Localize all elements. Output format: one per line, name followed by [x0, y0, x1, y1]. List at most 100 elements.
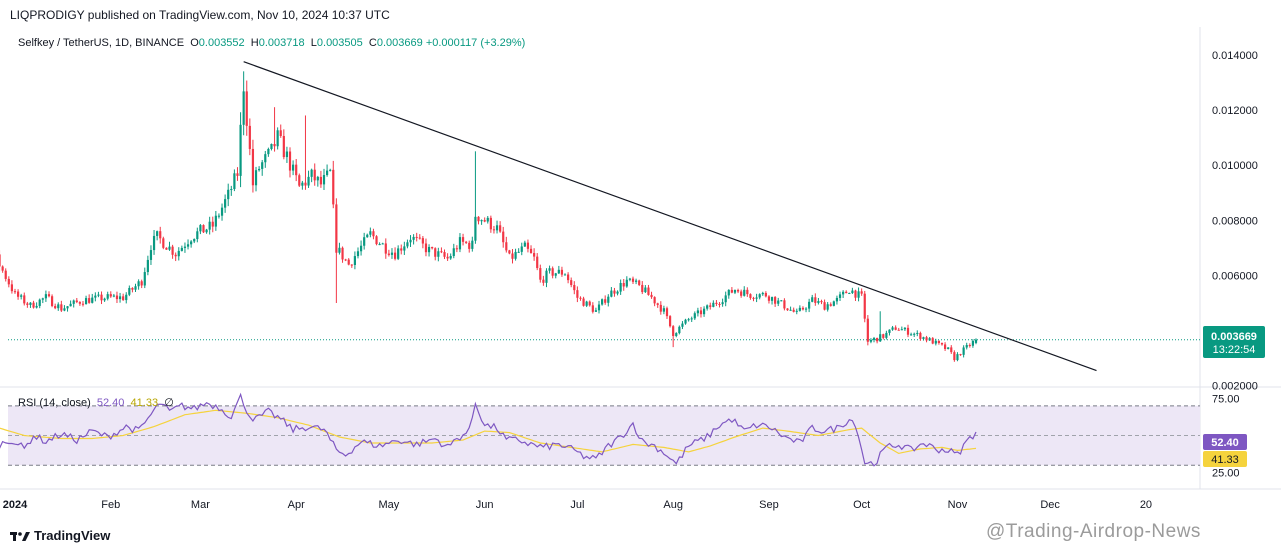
candle-body: [947, 347, 950, 349]
candle-body: [786, 308, 789, 311]
candle-body: [233, 173, 236, 190]
candle-body: [350, 264, 353, 266]
candle-body: [724, 295, 727, 303]
price-badge-countdown: 13:22:54: [1213, 344, 1256, 356]
rsi-tick-label: 75.00: [1212, 393, 1240, 405]
candle-body: [393, 252, 397, 259]
candle-body: [338, 247, 341, 253]
candle-body: [712, 302, 715, 307]
candle-body: [863, 293, 866, 319]
candle-body: [823, 302, 826, 310]
price-badge: 0.003669 13:22:54: [1203, 326, 1265, 358]
candle-body: [35, 305, 38, 308]
candle-body: [115, 295, 119, 300]
candle-body: [607, 296, 610, 303]
candle-body: [440, 251, 443, 253]
time-tick-label: Oct: [853, 499, 870, 511]
rsi-ma-badge: [1203, 451, 1247, 467]
candle-body: [329, 169, 332, 171]
candle-body: [409, 239, 412, 243]
candle-body: [224, 199, 227, 208]
time-tick-label: Apr: [288, 499, 305, 511]
time-axis-ticks: 2024 Feb Mar Apr May Jun Jul Aug Sep Oct Nov Dec 20: [3, 499, 1152, 511]
candle-body: [523, 242, 526, 247]
candle-body: [109, 294, 112, 297]
price-tick-label: 0.012000: [1212, 105, 1258, 117]
chart-frame[interactable]: 0.014000 0.012000 0.010000 0.008000 0.006000…: [0, 27, 1281, 516]
time-tick-label: 2024: [3, 499, 28, 511]
rsi-legend-extra: ∅: [164, 397, 174, 409]
candle-body: [903, 327, 907, 330]
candle-body: [489, 217, 492, 230]
candle-body: [684, 319, 687, 324]
candle-body: [217, 215, 221, 217]
candle-body: [4, 270, 7, 279]
footer-brand-text: TradingView: [34, 528, 111, 543]
candle-body: [696, 310, 699, 314]
candle-body: [282, 135, 285, 158]
price-tick-label: 0.008000: [1212, 215, 1258, 227]
candle-body: [563, 274, 567, 276]
candle-body: [557, 269, 560, 274]
candle-body: [774, 297, 777, 304]
candle-body: [168, 246, 171, 250]
candle-body: [258, 168, 261, 171]
candle-body: [186, 244, 190, 247]
candle-body: [427, 246, 431, 253]
rsi-value-badge: [1203, 434, 1247, 450]
rsi-legend-value: 52.40: [96, 397, 125, 409]
candle-body: [248, 125, 251, 149]
candle-body: [461, 237, 465, 242]
candle-body: [292, 164, 295, 171]
candle-body: [690, 318, 693, 320]
candle-body: [641, 284, 644, 293]
candle-body: [390, 252, 394, 255]
candle-body: [313, 169, 316, 181]
candle-body: [322, 175, 326, 185]
candle-body: [931, 338, 934, 344]
candle-body: [356, 251, 360, 257]
candle-body: [619, 283, 622, 292]
candle-body: [872, 338, 876, 340]
candle-body: [736, 290, 740, 292]
footer-brand[interactable]: TradingView: [10, 528, 110, 543]
candle-body: [900, 329, 903, 331]
candle-body: [829, 304, 832, 306]
candle-body: [146, 259, 149, 273]
trendline[interactable]: [243, 61, 1097, 372]
chart-svg[interactable]: 0.014000 0.012000 0.010000 0.008000 0.006000…: [0, 27, 1281, 516]
candle-body: [384, 243, 387, 254]
candle-body: [798, 307, 801, 311]
candle-body: [180, 247, 183, 251]
candle-body: [267, 148, 270, 155]
candle-body: [140, 281, 143, 286]
candle-body: [254, 170, 258, 186]
time-tick-label: Aug: [663, 499, 683, 511]
symbol-name[interactable]: Selfkey / TetherUS, 1D, BINANCE: [18, 37, 185, 49]
candle-body: [752, 297, 755, 299]
candle-body: [804, 308, 808, 310]
candle-body: [378, 244, 381, 246]
time-tick-label: Jul: [570, 499, 584, 511]
rsi-legend-label[interactable]: RSI (14, close): [18, 397, 91, 409]
candle-body: [820, 301, 823, 303]
candle-body: [746, 289, 749, 295]
candle-body: [387, 253, 390, 255]
candle-body: [477, 216, 480, 222]
candle-body: [897, 329, 900, 331]
candle-body: [276, 130, 279, 147]
candle-body: [962, 347, 965, 355]
candle-body: [434, 248, 437, 257]
candle-body: [190, 241, 193, 245]
candle-body: [588, 301, 591, 306]
change-value: +0.000117 (+3.29%): [425, 37, 526, 49]
candle-body: [634, 280, 638, 282]
candle-body: [758, 294, 761, 298]
candle-body: [542, 279, 545, 283]
candle-body: [66, 306, 69, 309]
candle-body: [974, 339, 978, 343]
candle-body: [536, 256, 539, 269]
candle-body: [854, 290, 857, 298]
candle-body: [452, 248, 455, 257]
candle-body: [792, 309, 795, 312]
